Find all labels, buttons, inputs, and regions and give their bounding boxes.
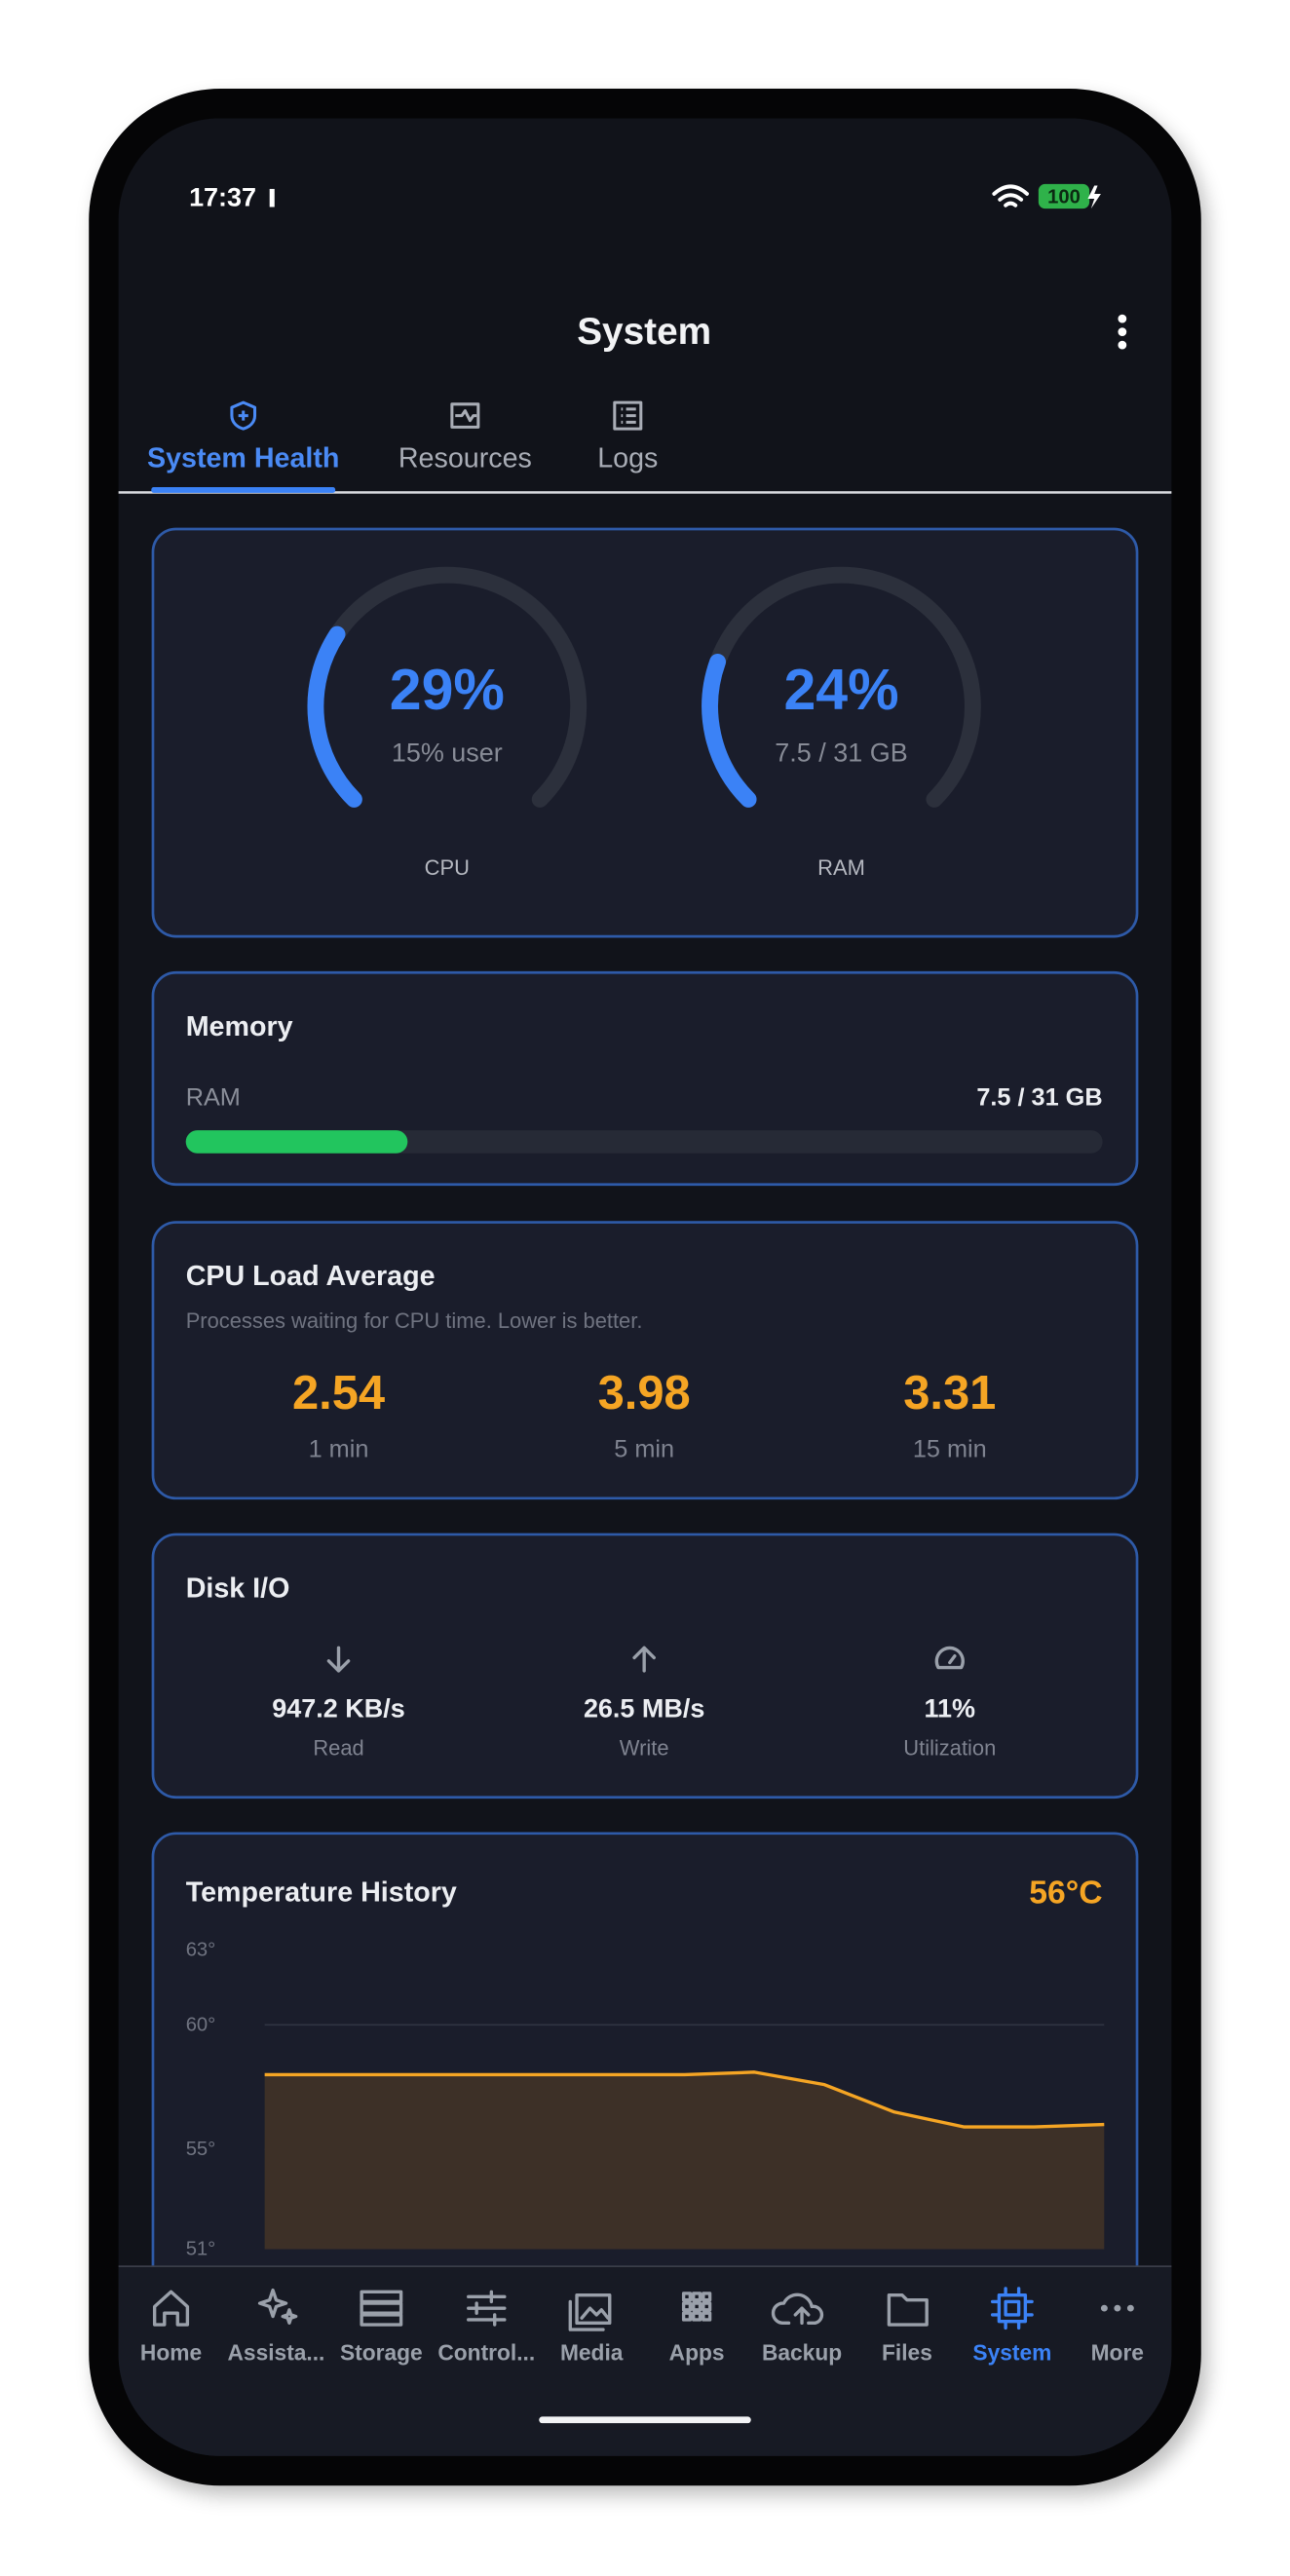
load-label: 15 min [913,1435,987,1462]
nav-label[interactable]: Storage [340,2340,423,2366]
read-icon [326,1646,351,1673]
battery-level: 100 [1047,186,1081,208]
utilization-icon [934,1646,965,1670]
temperature-area [264,2071,1105,2250]
nav-label[interactable]: Media [560,2340,624,2366]
load-value: 3.31 [903,1367,996,1420]
header-title: System [577,311,711,353]
nav-label[interactable]: Apps [669,2340,725,2366]
tab-indicator [151,486,336,493]
nav-label[interactable]: Assista... [227,2340,324,2366]
home-indicator [539,2416,751,2424]
nav-label[interactable]: System [972,2340,1051,2366]
load-label: 5 min [614,1435,674,1462]
nav-icon [771,2292,824,2326]
y-tick-label: 60° [186,2014,216,2035]
y-tick-label: 63° [186,1940,216,1961]
nav-label[interactable]: Backup [762,2340,842,2366]
disk-label: Read [313,1736,363,1761]
tab-icon [613,400,643,431]
gauge-arc [307,625,362,808]
nav-icon [681,2292,712,2322]
nav-label[interactable]: Files [882,2340,932,2366]
wifi-icon [992,184,1029,208]
memory-label: RAM [186,1083,241,1111]
card-title: Temperature History [186,1877,457,1909]
more-menu[interactable] [1118,314,1127,350]
gauge-detail: 15% user [392,738,503,767]
tab-icon [450,402,480,429]
card-subtitle: Processes waiting for CPU time. Lower is… [186,1308,643,1333]
y-tick-label: 51° [186,2238,216,2259]
nav-icon [360,2290,403,2327]
nav-label[interactable]: Control... [437,2340,535,2366]
temperature-chart: 63° 60° 55° 51° [186,1940,1105,2259]
tab-bar: System Health Resources Logs [118,400,1172,494]
disk-label: Utilization [903,1736,996,1761]
write-icon [632,1646,656,1673]
card-title: Memory [186,1011,293,1042]
nav-label[interactable]: Home [140,2340,202,2366]
tab-divider [118,491,1172,494]
memory-value: 7.5 / 31 GB [976,1083,1102,1111]
nav-icon [990,2287,1034,2330]
gauge-name: CPU [425,855,470,880]
nav-bar [118,2266,1172,2456]
gauge-arc [702,653,757,808]
y-tick-label: 55° [186,2139,216,2160]
nav-icon [257,2288,298,2326]
tab-label[interactable]: Logs [597,442,658,474]
status-icon [269,188,275,208]
nav-divider [118,2265,1172,2267]
tab-label[interactable]: System Health [147,442,340,474]
tab-label[interactable]: Resources [398,442,532,474]
disk-value: 11% [925,1694,976,1724]
battery [1038,183,1090,209]
tab-icon [230,400,257,431]
nav-items: Home Assista... Storage Control... Media Apps… [140,2287,1144,2366]
current-temperature: 56°C [1029,1875,1102,1912]
nav-icon [887,2292,929,2327]
screen: 17:37 100 System System Health Resources… [118,118,1172,2456]
load-label: 1 min [309,1435,369,1462]
memory-track [185,1130,1103,1154]
nav-icon [467,2290,507,2327]
nav-label[interactable]: More [1091,2340,1144,2366]
gauge-card [151,527,1139,938]
disk-label: Write [620,1736,669,1761]
gauge-value: 29% [390,658,505,722]
disk-value: 26.5 MB/s [584,1694,704,1724]
card-title: CPU Load Average [186,1261,436,1292]
load-value: 3.98 [598,1367,691,1420]
memory-bar-group [185,1130,408,1154]
card-title: Disk I/O [186,1573,290,1605]
gauge-detail: 7.5 / 31 GB [775,738,907,767]
cpu-load-card [151,1221,1139,1500]
status-time: 17:37 [189,182,256,211]
disk-value: 947.2 KB/s [272,1694,404,1724]
load-value: 2.54 [292,1367,385,1420]
charging-icon [1087,185,1101,209]
memory-bar [185,1130,408,1154]
gauge-value: 24% [783,658,898,722]
gauges: 29% 15% user CPU 24% 7.5 / 31 GB RAM [307,566,981,880]
temperature-line [264,2070,1105,2129]
nav-icon [152,2290,190,2327]
nav-icon [568,2292,612,2331]
gauge-name: RAM [817,855,865,880]
